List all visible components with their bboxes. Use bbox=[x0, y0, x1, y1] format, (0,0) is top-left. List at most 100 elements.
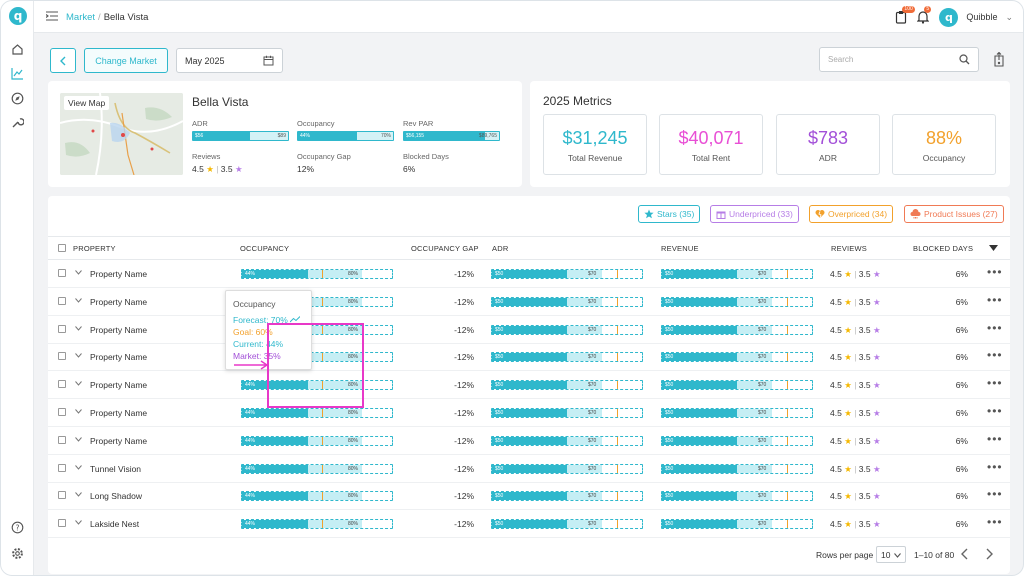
expand-chevron-icon[interactable] bbox=[75, 436, 82, 442]
adr-bar[interactable]: $50 $70 bbox=[491, 491, 643, 502]
avatar[interactable]: q bbox=[939, 7, 959, 27]
row-checkbox[interactable] bbox=[58, 435, 66, 444]
compass-icon[interactable] bbox=[10, 91, 24, 105]
occupancy-bar[interactable]: 44% 80% bbox=[241, 408, 393, 418]
search-input[interactable] bbox=[828, 55, 948, 64]
revenue-bar[interactable]: $50 $70 bbox=[661, 491, 813, 502]
row-more-options-icon[interactable]: ••• bbox=[987, 265, 1003, 279]
row-more-options-icon[interactable]: ••• bbox=[987, 487, 1003, 502]
expand-chevron-icon[interactable] bbox=[75, 464, 82, 470]
revenue-bar[interactable]: $50 $70 bbox=[661, 380, 813, 391]
occupancy-bar[interactable]: 44% 80% bbox=[241, 380, 393, 391]
revenue-bar[interactable]: $50 $70 bbox=[661, 435, 813, 446]
row-checkbox[interactable] bbox=[58, 519, 66, 528]
column-header-property[interactable]: PROPERTY bbox=[73, 244, 116, 253]
expand-chevron-icon[interactable] bbox=[75, 492, 82, 498]
column-header-adr[interactable]: ADR bbox=[492, 244, 509, 253]
row-checkbox[interactable] bbox=[58, 463, 66, 472]
menu-collapse-icon[interactable] bbox=[45, 11, 58, 23]
occupancy-bar[interactable]: 44% 80% bbox=[241, 269, 393, 279]
wrench-icon[interactable] bbox=[10, 115, 24, 129]
adr-bar[interactable]: $50 $70 bbox=[491, 324, 643, 335]
breadcrumb-market-link[interactable]: Market bbox=[66, 12, 96, 23]
filter-chip[interactable]: Overpriced (34) bbox=[809, 205, 894, 223]
view-map-button[interactable]: View Map bbox=[64, 96, 110, 110]
user-name[interactable]: Quibble bbox=[966, 12, 998, 22]
occupancy-bar[interactable]: 44% 80% bbox=[241, 463, 393, 474]
filter-chip[interactable]: Stars (35) bbox=[638, 205, 701, 223]
date-picker[interactable]: May 2025 bbox=[176, 48, 283, 73]
filter-chip[interactable]: Underpriced (33) bbox=[710, 205, 799, 223]
table-row[interactable]: Lakside Nest 44% 80% -12% $50 $70 $50 $70 4.5 ★ … bbox=[48, 510, 1010, 539]
row-checkbox[interactable] bbox=[58, 296, 66, 305]
row-checkbox[interactable] bbox=[58, 380, 66, 389]
property-name[interactable]: Tunnel Vision bbox=[90, 463, 142, 474]
row-more-options-icon[interactable]: ••• bbox=[987, 292, 1003, 307]
row-checkbox[interactable] bbox=[58, 269, 66, 277]
adr-bar[interactable]: $50 $70 bbox=[491, 435, 643, 446]
export-file-icon[interactable] bbox=[994, 51, 1004, 69]
adr-bar[interactable]: $50 $70 bbox=[491, 408, 643, 418]
expand-chevron-icon[interactable] bbox=[75, 325, 82, 331]
bell-notification-icon[interactable]: 5 bbox=[916, 6, 932, 24]
caret-down-icon[interactable] bbox=[989, 245, 998, 251]
app-logo[interactable]: q bbox=[9, 7, 27, 25]
adr-bar[interactable]: $50 $70 bbox=[491, 352, 643, 363]
row-more-options-icon[interactable]: ••• bbox=[987, 404, 1003, 418]
property-name[interactable]: Property Name bbox=[90, 408, 148, 418]
property-name[interactable]: Property Name bbox=[90, 352, 148, 363]
row-more-options-icon[interactable]: ••• bbox=[987, 431, 1003, 446]
row-checkbox[interactable] bbox=[58, 408, 66, 416]
table-row[interactable]: Tunnel Vision 44% 80% -12% $50 $70 $50 $70 4.5 ★… bbox=[48, 455, 1010, 483]
column-header-occupancy-gap[interactable]: OCCUPANCY GAP bbox=[411, 244, 479, 253]
property-name[interactable]: Lakside Nest bbox=[90, 519, 140, 530]
revenue-bar[interactable]: $50 $70 bbox=[661, 352, 813, 363]
column-header-occupancy[interactable]: OCCUPANCY bbox=[240, 244, 290, 253]
change-market-button[interactable]: Change Market bbox=[84, 48, 168, 73]
property-name[interactable]: Property Name bbox=[90, 380, 148, 391]
row-checkbox[interactable] bbox=[58, 324, 66, 333]
property-name[interactable]: Property Name bbox=[90, 296, 148, 307]
property-name[interactable]: Property Name bbox=[90, 435, 148, 446]
column-header-reviews[interactable]: REVIEWS bbox=[831, 244, 867, 253]
column-header-blocked-days[interactable]: BLOCKED DAYS bbox=[913, 244, 974, 253]
row-more-options-icon[interactable]: ••• bbox=[987, 515, 1003, 530]
occupancy-bar[interactable]: 44% 80% bbox=[241, 435, 393, 446]
adr-bar[interactable]: $50 $70 bbox=[491, 296, 643, 307]
revenue-bar[interactable]: $50 $70 bbox=[661, 408, 813, 418]
occupancy-bar[interactable]: 44% 80% bbox=[241, 519, 393, 530]
prev-page-icon[interactable] bbox=[960, 548, 970, 560]
occupancy-bar[interactable]: 44% 80% bbox=[241, 491, 393, 502]
expand-chevron-icon[interactable] bbox=[75, 270, 82, 275]
row-more-options-icon[interactable]: ••• bbox=[987, 320, 1003, 335]
table-row[interactable]: Long Shadow 44% 80% -12% $50 $70 $50 $70 4.5 ★ |… bbox=[48, 482, 1010, 511]
property-name[interactable]: Property Name bbox=[90, 269, 148, 279]
expand-chevron-icon[interactable] bbox=[75, 297, 82, 303]
home-icon[interactable] bbox=[10, 42, 24, 56]
column-header-revenue[interactable]: REVENUE bbox=[661, 244, 699, 253]
expand-chevron-icon[interactable] bbox=[75, 520, 82, 525]
row-more-options-icon[interactable]: ••• bbox=[987, 348, 1003, 363]
row-checkbox[interactable] bbox=[58, 352, 66, 361]
next-page-icon[interactable] bbox=[984, 548, 994, 560]
revenue-bar[interactable]: $50 $70 bbox=[661, 296, 813, 307]
user-menu-chevron-icon[interactable]: ⌄ bbox=[1005, 11, 1013, 22]
property-name[interactable]: Property Name bbox=[90, 324, 148, 335]
select-all-checkbox[interactable] bbox=[58, 244, 66, 252]
rows-per-page-select[interactable]: 10 bbox=[876, 546, 906, 563]
row-more-options-icon[interactable]: ••• bbox=[987, 459, 1003, 474]
back-button[interactable] bbox=[50, 48, 76, 73]
expand-chevron-icon[interactable] bbox=[75, 353, 82, 359]
expand-chevron-icon[interactable] bbox=[75, 409, 82, 414]
adr-bar[interactable]: $50 $70 bbox=[491, 269, 643, 279]
property-name[interactable]: Long Shadow bbox=[90, 491, 142, 502]
row-more-options-icon[interactable]: ••• bbox=[987, 376, 1003, 391]
revenue-bar[interactable]: $50 $70 bbox=[661, 269, 813, 279]
